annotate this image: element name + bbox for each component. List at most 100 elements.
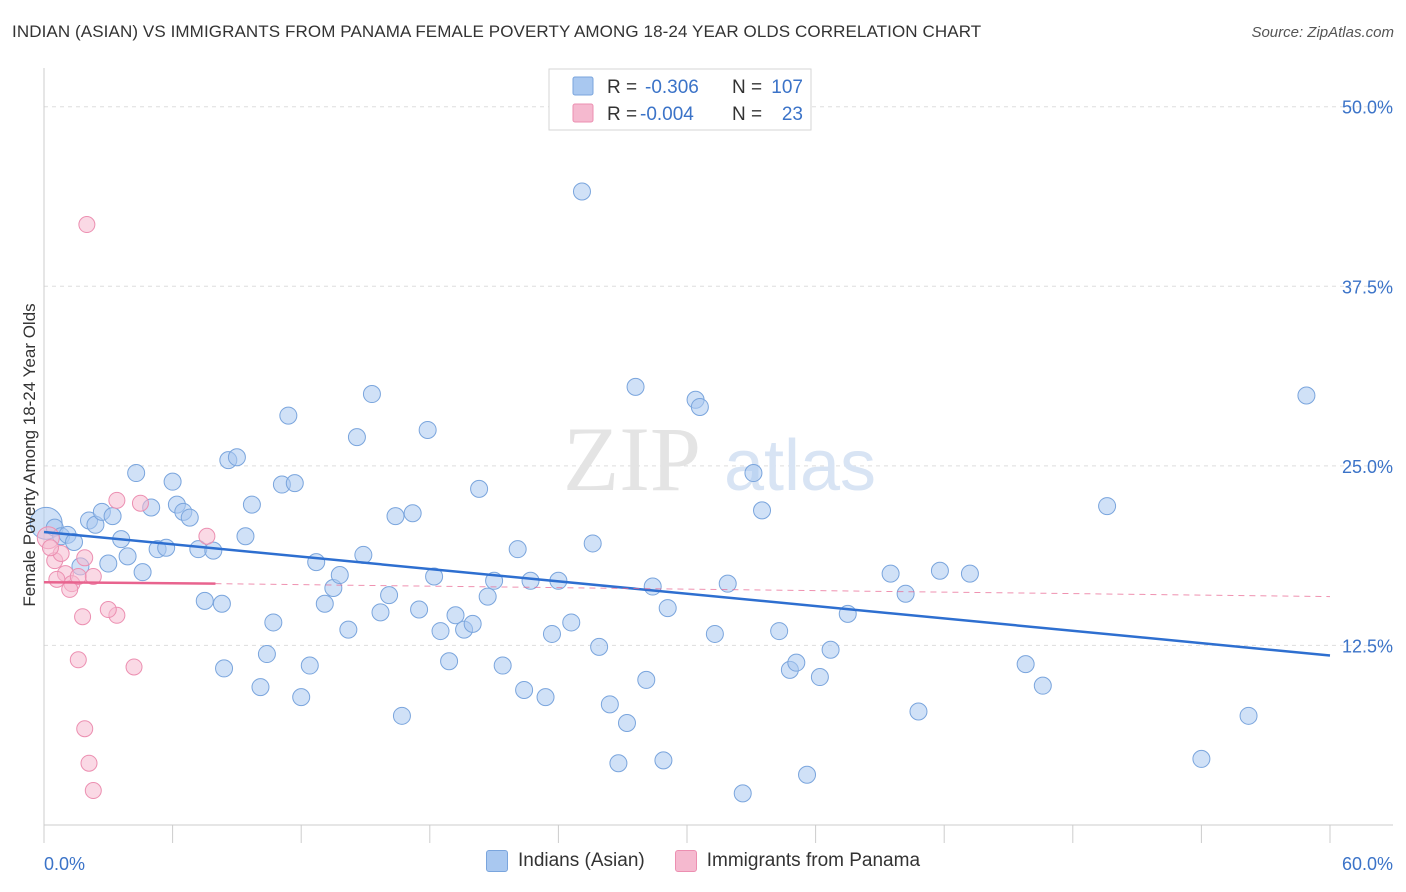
point-panama-22 (41, 539, 59, 557)
point-indians-105 (1239, 706, 1258, 725)
source-label: Source: ZipAtlas.com (1251, 24, 1394, 41)
point-indians-96 (881, 564, 900, 583)
point-panama-17 (76, 720, 94, 738)
y-axis-label: Female Poverty Among 18-24 Year Olds (20, 303, 39, 606)
legend-r-value-1: -0.306 (645, 77, 699, 98)
point-indians-68 (542, 624, 561, 643)
y-tick-label-0: 12.5% (1342, 636, 1393, 656)
point-indians-13 (127, 464, 146, 483)
trend-line-panama-dashed (215, 583, 1331, 598)
trend-lines (43, 530, 1331, 657)
series-immigrants-panama (36, 216, 216, 800)
point-panama-8 (78, 216, 96, 234)
legend-n-label-2: N = (732, 104, 762, 125)
point-indians-86 (733, 784, 752, 803)
point-indians-93 (810, 668, 829, 687)
point-panama-16 (125, 658, 143, 676)
point-indians-24 (204, 541, 223, 560)
point-indians-71 (572, 182, 591, 201)
trend-line-indians (43, 530, 1331, 657)
point-panama-11 (198, 527, 216, 545)
legend-box: R = -0.306 N = 107 R = -0.004 N = 23 (548, 68, 812, 131)
watermark-atlas: atlas (724, 426, 876, 506)
point-indians-46 (362, 385, 381, 404)
point-indians-18 (163, 472, 182, 491)
point-indians-33 (264, 613, 283, 632)
point-indians-26 (215, 659, 234, 678)
point-indians-38 (300, 656, 319, 675)
point-indians-61 (478, 587, 497, 606)
point-panama-18 (80, 754, 98, 772)
point-indians-60 (470, 479, 489, 498)
point-indians-104 (1192, 749, 1211, 768)
point-indians-10 (103, 507, 122, 526)
legend-swatch-panama (674, 850, 697, 872)
point-indians-4 (65, 533, 84, 552)
point-indians-32 (257, 645, 276, 664)
point-panama-12 (74, 608, 92, 626)
point-indians-51 (403, 504, 422, 523)
point-indians-77 (626, 377, 645, 396)
point-indians-66 (521, 571, 540, 590)
point-indians-44 (347, 428, 366, 447)
point-indians-80 (654, 751, 673, 770)
bottom-legend: Indians (Asian) Immigrants from Panama (0, 850, 1406, 872)
legend-label-panama: Immigrants from Panama (706, 850, 921, 871)
point-indians-101 (1016, 655, 1035, 674)
point-indians-56 (440, 652, 459, 671)
point-indians-31 (251, 678, 270, 697)
point-indians-9 (99, 554, 118, 573)
point-indians-78 (637, 670, 656, 689)
x-tick-label-max: 60.0% (1342, 854, 1393, 874)
point-indians-64 (508, 540, 527, 559)
point-indians-40 (315, 594, 334, 613)
series-indians-asian (29, 182, 1316, 803)
point-indians-39 (307, 553, 326, 572)
point-indians-100 (960, 564, 979, 583)
legend-swatch-indians (485, 850, 508, 872)
legend-item-indians[interactable]: Indians (Asian) (485, 850, 645, 872)
y-tick-label-1: 25.0% (1342, 457, 1393, 477)
point-indians-91 (787, 653, 806, 672)
point-indians-94 (821, 640, 840, 659)
point-indians-79 (643, 577, 662, 596)
point-indians-84 (705, 624, 724, 643)
point-indians-88 (753, 501, 772, 520)
point-indians-73 (590, 637, 609, 656)
point-indians-48 (380, 586, 399, 605)
point-indians-50 (392, 706, 411, 725)
point-indians-55 (431, 622, 450, 641)
trend-line-panama-solid (43, 580, 216, 585)
point-indians-36 (285, 474, 304, 493)
point-indians-28 (227, 448, 246, 467)
point-indians-74 (600, 695, 619, 714)
point-indians-42 (330, 566, 349, 585)
point-indians-14 (133, 563, 152, 582)
legend-label-indians: Indians (Asian) (517, 850, 645, 871)
point-panama-21 (61, 580, 79, 598)
point-indians-106 (1297, 386, 1316, 405)
point-indians-103 (1098, 497, 1117, 516)
grid-lines (44, 106, 1393, 646)
point-panama-10 (131, 494, 149, 512)
point-indians-53 (418, 420, 437, 439)
point-indians-57 (446, 606, 465, 625)
watermark-zip: ZIP (563, 408, 701, 510)
y-tick-label-2: 37.5% (1342, 277, 1393, 297)
point-indians-83 (690, 397, 709, 416)
watermark: ZIP atlas (563, 408, 876, 510)
point-indians-47 (371, 603, 390, 622)
point-indians-75 (609, 754, 628, 773)
point-indians-25 (212, 594, 231, 613)
point-indians-35 (279, 406, 298, 425)
point-indians-65 (515, 680, 534, 699)
point-indians-89 (770, 622, 789, 641)
point-indians-76 (617, 714, 636, 733)
point-indians-70 (562, 613, 581, 632)
point-indians-52 (410, 600, 429, 619)
point-indians-37 (292, 688, 311, 707)
legend-n-value-1: 107 (771, 77, 803, 98)
legend-item-panama[interactable]: Immigrants from Panama (674, 850, 921, 872)
legend-r-label-1: R = (607, 77, 637, 98)
